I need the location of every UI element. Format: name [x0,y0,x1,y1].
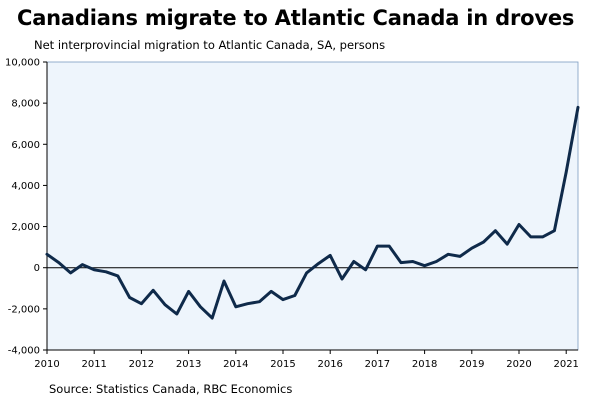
data-point [388,244,391,248]
data-point [529,235,532,239]
x-tick-label: 2014 [223,359,248,370]
data-point [222,279,226,283]
x-tick-label: 2020 [506,359,531,370]
data-point [175,312,178,316]
x-tick-label: 2012 [129,359,154,370]
data-point [211,316,214,320]
data-point [281,298,285,301]
data-point [140,302,143,305]
data-point [447,253,450,256]
x-tick-label: 2019 [459,359,484,370]
x-tick-label: 2018 [412,359,437,370]
data-point [506,242,509,246]
data-point [152,289,155,292]
data-point [93,268,96,271]
data-point [57,261,60,264]
data-point [317,262,320,265]
y-tick-label: -4,000 [8,346,40,357]
x-tick-label: 2021 [553,359,578,370]
data-point [364,268,367,271]
data-point [104,270,108,273]
data-point [470,247,473,250]
source-note: Source: Statistics Canada, RBC Economics [49,382,293,396]
data-point [376,244,379,248]
data-point [329,254,332,257]
data-point [234,305,237,308]
data-point [494,229,497,232]
data-point [399,261,403,264]
data-point [128,296,131,299]
data-point [81,263,84,266]
y-axis: -4,000 -2,000 0 2,000 4,000 6,000 8,000 10,000 [5,58,48,357]
data-point [340,277,344,281]
data-point [411,260,414,263]
y-tick-label: -2,000 [8,304,40,315]
y-tick-label: 0 [34,263,40,274]
y-tick-label: 10,000 [5,58,40,69]
plot-area [46,61,579,351]
data-point [458,255,462,258]
y-tick-label: 4,000 [11,181,40,192]
data-point [305,271,308,275]
x-tick-label: 2013 [176,359,201,370]
data-point [69,271,72,275]
y-tick-label: 6,000 [11,140,40,151]
data-point [517,223,521,226]
series-group [45,105,580,320]
data-point [246,302,249,305]
x-tick-label: 2017 [365,359,390,370]
x-tick-label: 2015 [270,359,295,370]
data-point [163,303,167,306]
chart-title: Canadians migrate to Atlantic Canada in … [17,6,575,30]
data-point [435,260,438,263]
data-point [187,290,190,293]
data-point [116,274,120,278]
y-tick-label: 2,000 [11,222,40,233]
data-point [576,106,580,109]
data-point [199,305,202,308]
x-tick-label: 2016 [317,359,342,370]
x-tick-label: 2011 [81,359,106,370]
x-axis: 2010 2011 2012 2013 2014 2015 2016 2017 2018 2019… [34,267,579,370]
data-point [423,264,426,267]
data-point [352,260,355,263]
data-point [482,240,485,244]
data-point [258,300,261,303]
data-point [270,290,273,293]
series-line [45,105,580,320]
x-tick-label: 2010 [34,359,59,370]
y-tick-label: 8,000 [11,99,40,110]
chart-subtitle: Net interprovincial migration to Atlanti… [34,38,386,52]
data-point [45,253,49,256]
data-point [565,170,568,174]
data-point [293,294,296,297]
data-point [553,229,556,232]
data-point [541,235,544,239]
